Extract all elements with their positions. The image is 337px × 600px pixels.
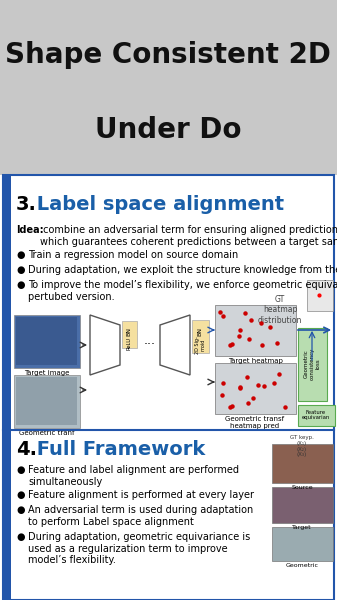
- Text: GT
heatmap
distribution: GT heatmap distribution: [258, 295, 302, 325]
- FancyBboxPatch shape: [214, 304, 296, 355]
- FancyBboxPatch shape: [3, 175, 11, 430]
- Text: BN: BN: [126, 328, 131, 337]
- FancyBboxPatch shape: [272, 487, 333, 523]
- Text: Feature alignment is performed at every layer: Feature alignment is performed at every …: [28, 490, 254, 500]
- FancyBboxPatch shape: [191, 319, 209, 352]
- Text: Under Do: Under Do: [95, 116, 241, 144]
- Text: During adaptation, we exploit the structure knowledge from the so: During adaptation, we exploit the struct…: [28, 265, 337, 275]
- Text: ●: ●: [16, 490, 25, 500]
- Text: During adaptation, geometric equivariance is
used as a regularization term to im: During adaptation, geometric equivarianc…: [28, 532, 250, 565]
- Text: Geometric
consistency
loss: Geometric consistency loss: [304, 348, 320, 380]
- Text: Target image: Target image: [24, 370, 69, 376]
- FancyBboxPatch shape: [122, 320, 136, 347]
- Text: ●: ●: [16, 250, 25, 260]
- FancyBboxPatch shape: [3, 175, 334, 600]
- FancyBboxPatch shape: [16, 317, 77, 365]
- Text: ●: ●: [16, 532, 25, 542]
- Text: Label space alignment: Label space alignment: [30, 196, 284, 214]
- Text: Geometric: Geometric: [285, 563, 318, 568]
- FancyBboxPatch shape: [272, 527, 333, 560]
- FancyBboxPatch shape: [16, 377, 77, 425]
- Text: ...: ...: [144, 334, 156, 346]
- FancyBboxPatch shape: [13, 374, 80, 427]
- Text: To improve the model’s flexibility, we enforce geometric equivariance
pertubed v: To improve the model’s flexibility, we e…: [28, 280, 337, 302]
- FancyBboxPatch shape: [214, 362, 296, 413]
- Text: Idea:: Idea:: [16, 225, 43, 235]
- FancyBboxPatch shape: [306, 280, 333, 311]
- Text: An adversarial term is used during adaptation
to perform Label space alignment: An adversarial term is used during adapt…: [28, 505, 253, 527]
- Text: 4.: 4.: [16, 440, 37, 459]
- Text: 2D Sig-
moid: 2D Sig- moid: [194, 336, 205, 354]
- Text: Shape Consistent 2D: Shape Consistent 2D: [5, 41, 331, 69]
- Text: BN: BN: [197, 328, 203, 337]
- Text: ●: ●: [16, 265, 25, 275]
- Text: Feature and label alignment are performed
simultaneously: Feature and label alignment are performe…: [28, 465, 239, 487]
- Text: GT keyp.
(X₁)
(X₂)
(X₃): GT keyp. (X₁) (X₂) (X₃): [290, 435, 314, 457]
- Text: combine an adversarial term for ensuring aligned predictions in
which guarantees: combine an adversarial term for ensuring…: [40, 225, 337, 247]
- FancyBboxPatch shape: [13, 314, 80, 367]
- FancyBboxPatch shape: [298, 328, 327, 401]
- Polygon shape: [160, 315, 190, 375]
- Text: Train a regression model on source domain: Train a regression model on source domai…: [28, 250, 238, 260]
- Text: 3.: 3.: [16, 196, 37, 214]
- Text: Target: Target: [292, 525, 312, 530]
- FancyBboxPatch shape: [272, 443, 333, 482]
- Text: Full Framework: Full Framework: [30, 440, 205, 459]
- Text: Source: Source: [291, 485, 313, 490]
- FancyBboxPatch shape: [0, 0, 337, 175]
- Text: Geometric tranf: Geometric tranf: [19, 430, 74, 436]
- Text: ●: ●: [16, 505, 25, 515]
- Text: Geometric transf
heatmap pred: Geometric transf heatmap pred: [225, 416, 284, 429]
- Text: ●: ●: [16, 465, 25, 475]
- Text: ReLU: ReLU: [126, 337, 131, 350]
- Polygon shape: [90, 315, 120, 375]
- FancyBboxPatch shape: [3, 430, 11, 600]
- Text: Target heatmap: Target heatmap: [227, 358, 282, 364]
- Text: ●: ●: [16, 280, 25, 290]
- Text: Feature
equivarian: Feature equivarian: [302, 410, 330, 421]
- FancyBboxPatch shape: [298, 404, 335, 425]
